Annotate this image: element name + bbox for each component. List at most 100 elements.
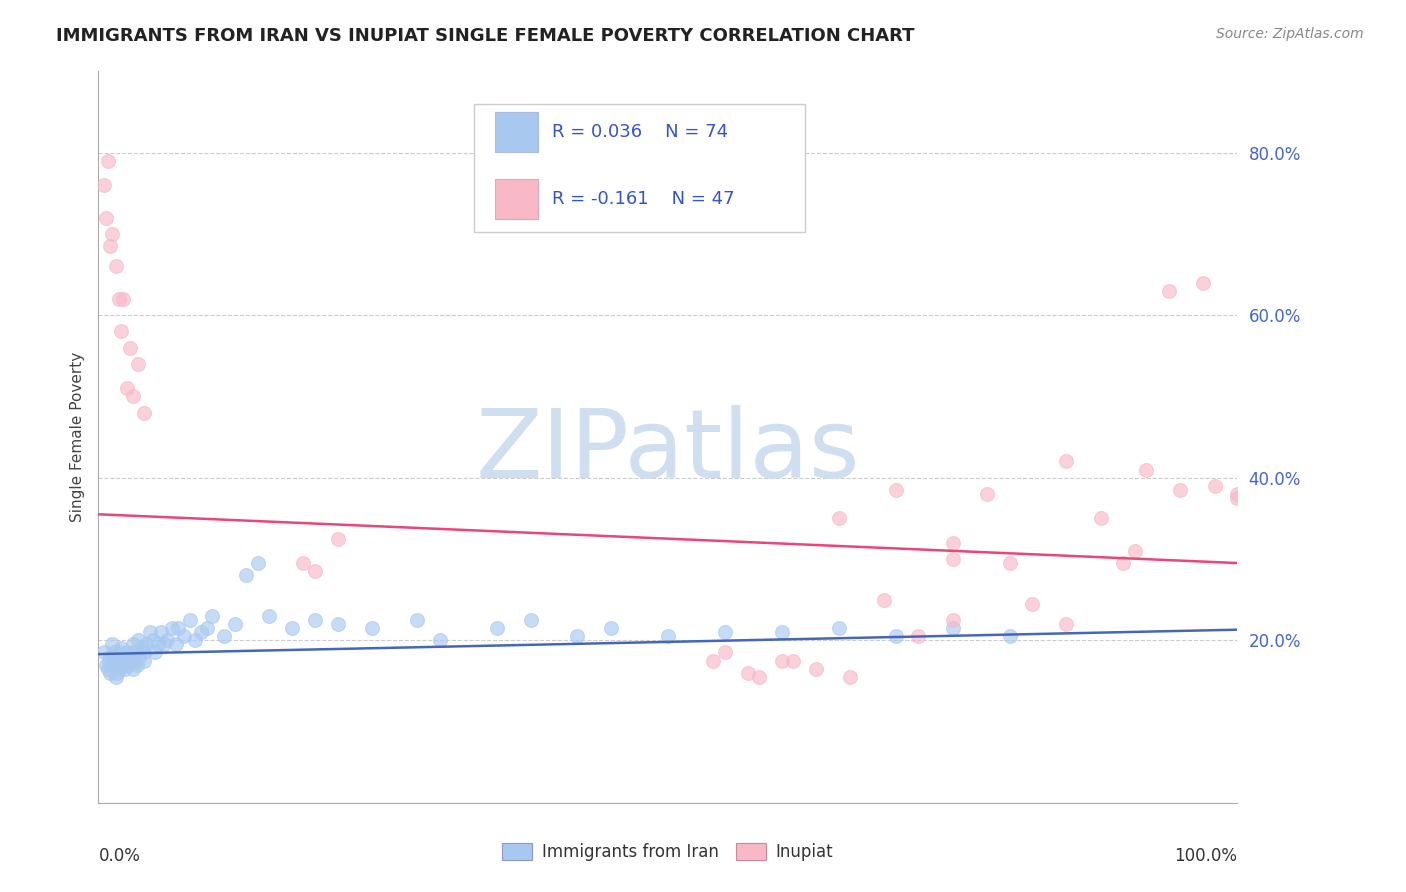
Point bbox=[804, 662, 827, 676]
Point bbox=[96, 657, 118, 672]
Point bbox=[998, 629, 1021, 643]
Point bbox=[184, 633, 207, 648]
Point bbox=[114, 662, 136, 676]
Point bbox=[98, 239, 121, 253]
Point bbox=[101, 227, 124, 241]
Point bbox=[179, 613, 201, 627]
Bar bbox=[474, 104, 804, 232]
Point bbox=[131, 641, 153, 656]
Point bbox=[142, 633, 165, 648]
Point bbox=[212, 629, 235, 643]
Point bbox=[714, 645, 737, 659]
Point bbox=[114, 654, 136, 668]
Point bbox=[360, 621, 382, 635]
Point bbox=[115, 381, 138, 395]
Point bbox=[145, 645, 167, 659]
Point bbox=[828, 511, 851, 525]
Point bbox=[406, 613, 429, 627]
Point bbox=[93, 645, 115, 659]
Point bbox=[121, 389, 143, 403]
Point bbox=[97, 654, 120, 668]
Point bbox=[281, 621, 304, 635]
Point bbox=[96, 211, 118, 225]
Point bbox=[132, 654, 155, 668]
Point bbox=[162, 621, 184, 635]
Point bbox=[259, 608, 281, 623]
Point bbox=[127, 633, 149, 648]
Point bbox=[884, 483, 907, 497]
Point bbox=[657, 629, 679, 643]
Point bbox=[770, 654, 793, 668]
Text: R = -0.161    N = 47: R = -0.161 N = 47 bbox=[553, 190, 735, 208]
Text: 0.0%: 0.0% bbox=[98, 847, 141, 864]
Point bbox=[153, 637, 176, 651]
Point bbox=[770, 625, 793, 640]
Point bbox=[1090, 511, 1112, 525]
Point bbox=[1054, 454, 1078, 468]
Point bbox=[907, 629, 929, 643]
Point bbox=[108, 662, 131, 676]
Point bbox=[107, 654, 129, 668]
Point bbox=[429, 633, 451, 648]
Point bbox=[702, 654, 724, 668]
Point bbox=[737, 665, 759, 680]
Point bbox=[782, 654, 804, 668]
Point bbox=[304, 613, 326, 627]
Point bbox=[998, 556, 1021, 570]
Point bbox=[121, 637, 143, 651]
Point bbox=[942, 535, 965, 549]
Point bbox=[120, 654, 142, 668]
Point bbox=[486, 621, 509, 635]
Point bbox=[884, 629, 907, 643]
Point bbox=[942, 621, 965, 635]
Point bbox=[326, 532, 349, 546]
Point bbox=[103, 654, 125, 668]
Point bbox=[135, 637, 157, 651]
Point bbox=[1157, 284, 1180, 298]
Point bbox=[122, 645, 145, 659]
Point bbox=[110, 641, 132, 656]
Point bbox=[714, 625, 737, 640]
Point bbox=[326, 617, 349, 632]
Point bbox=[201, 608, 224, 623]
Point bbox=[235, 568, 257, 582]
Bar bbox=[495, 179, 538, 219]
Point bbox=[110, 325, 132, 339]
Point bbox=[132, 645, 155, 659]
Point bbox=[101, 637, 124, 651]
Point bbox=[292, 556, 315, 570]
Point bbox=[104, 657, 127, 672]
Point bbox=[112, 292, 135, 306]
Text: IMMIGRANTS FROM IRAN VS INUPIAT SINGLE FEMALE POVERTY CORRELATION CHART: IMMIGRANTS FROM IRAN VS INUPIAT SINGLE F… bbox=[56, 27, 915, 45]
Point bbox=[167, 621, 190, 635]
Point bbox=[108, 645, 131, 659]
Point bbox=[1112, 556, 1135, 570]
Point bbox=[748, 670, 770, 684]
Point bbox=[1192, 276, 1215, 290]
Point bbox=[942, 613, 965, 627]
Point bbox=[127, 657, 149, 672]
Point bbox=[190, 625, 212, 640]
Legend: Immigrants from Iran, Inupiat: Immigrants from Iran, Inupiat bbox=[495, 836, 841, 868]
Point bbox=[565, 629, 588, 643]
Point bbox=[942, 552, 965, 566]
Point bbox=[121, 662, 143, 676]
Text: Source: ZipAtlas.com: Source: ZipAtlas.com bbox=[1216, 27, 1364, 41]
Point bbox=[103, 645, 125, 659]
Point bbox=[118, 649, 141, 664]
Y-axis label: Single Female Poverty: Single Female Poverty bbox=[69, 352, 84, 522]
Point bbox=[839, 670, 862, 684]
Point bbox=[115, 645, 138, 659]
Point bbox=[96, 662, 118, 676]
Point bbox=[124, 654, 146, 668]
Point bbox=[1135, 462, 1157, 476]
Text: R = 0.036    N = 74: R = 0.036 N = 74 bbox=[553, 123, 728, 141]
Point bbox=[1226, 487, 1249, 501]
Point bbox=[1054, 617, 1078, 632]
Point bbox=[93, 178, 115, 193]
Point bbox=[104, 670, 127, 684]
Point bbox=[104, 260, 127, 274]
Bar bbox=[495, 112, 538, 152]
Point bbox=[96, 153, 118, 168]
Point bbox=[173, 629, 195, 643]
